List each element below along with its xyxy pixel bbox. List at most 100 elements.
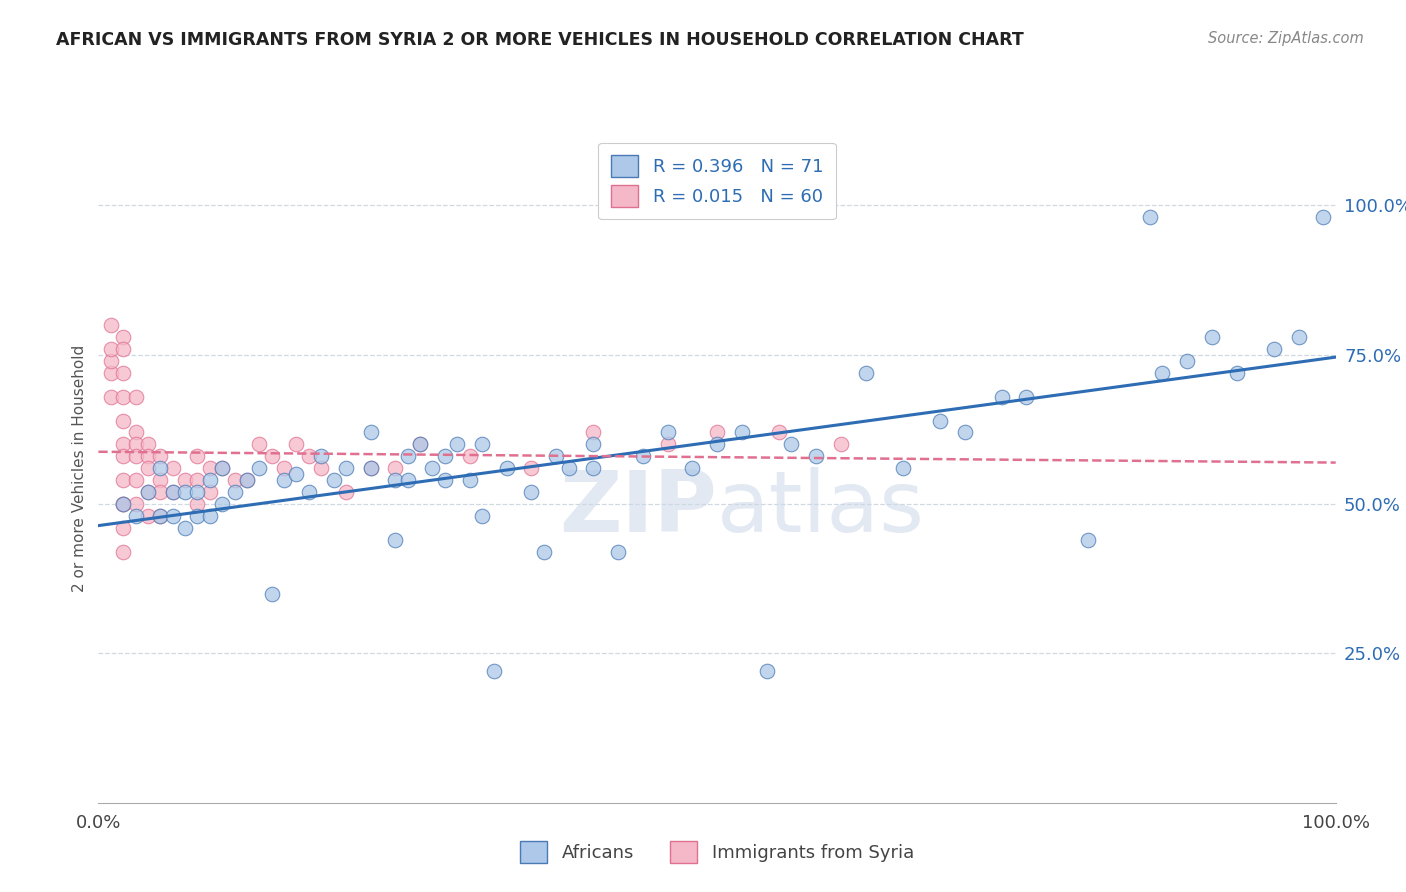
Point [557,461,579,475]
Point [100,366,122,380]
Point [471,509,494,524]
Point [830,437,852,451]
Point [186,450,208,464]
Legend: Africans, Immigrants from Syria: Africans, Immigrants from Syria [509,830,925,874]
Point [186,497,208,511]
Text: AFRICAN VS IMMIGRANTS FROM SYRIA 2 OR MORE VEHICLES IN HOUSEHOLD CORRELATION CHA: AFRICAN VS IMMIGRANTS FROM SYRIA 2 OR MO… [56,31,1024,49]
Point [446,437,468,451]
Point [1201,330,1223,344]
Point [224,473,246,487]
Point [1152,366,1174,380]
Point [136,509,159,524]
Point [112,473,135,487]
Point [1015,390,1038,404]
Point [804,450,827,464]
Point [149,485,172,500]
Point [755,665,778,679]
Point [298,450,321,464]
Point [990,390,1012,404]
Point [384,533,406,547]
Point [100,318,122,332]
Point [124,473,146,487]
Point [458,450,481,464]
Point [112,390,135,404]
Point [533,545,555,559]
Point [1312,211,1334,225]
Point [360,425,382,440]
Point [211,497,233,511]
Point [953,425,976,440]
Point [1288,330,1310,344]
Point [236,473,259,487]
Point [657,425,679,440]
Point [384,473,406,487]
Point [495,461,517,475]
Point [260,587,283,601]
Point [309,461,332,475]
Point [1263,342,1285,356]
Point [100,390,122,404]
Point [149,473,172,487]
Point [273,461,295,475]
Point [198,461,221,475]
Point [657,437,679,451]
Text: ZIP: ZIP [560,467,717,550]
Point [731,425,754,440]
Point [582,461,605,475]
Point [484,665,506,679]
Point [124,390,146,404]
Point [384,461,406,475]
Point [174,521,197,535]
Point [471,437,494,451]
Point [186,473,208,487]
Point [780,437,803,451]
Text: Source: ZipAtlas.com: Source: ZipAtlas.com [1208,31,1364,46]
Point [112,437,135,451]
Point [224,485,246,500]
Point [198,485,221,500]
Point [112,497,135,511]
Point [309,450,332,464]
Point [198,473,221,487]
Point [396,473,419,487]
Point [112,497,135,511]
Point [631,450,654,464]
Point [162,485,184,500]
Point [681,461,703,475]
Point [360,461,382,475]
Point [162,485,184,500]
Point [260,450,283,464]
Point [112,413,135,427]
Point [1077,533,1099,547]
Point [855,366,877,380]
Point [124,450,146,464]
Point [546,450,568,464]
Point [174,473,197,487]
Point [112,450,135,464]
Point [149,509,172,524]
Point [236,473,259,487]
Point [149,450,172,464]
Point [112,330,135,344]
Point [211,461,233,475]
Point [112,366,135,380]
Point [1226,366,1249,380]
Point [396,450,419,464]
Point [162,509,184,524]
Point [124,509,146,524]
Point [186,509,208,524]
Point [322,473,344,487]
Point [149,461,172,475]
Point [607,545,630,559]
Point [124,437,146,451]
Point [100,342,122,356]
Point [433,473,456,487]
Point [124,425,146,440]
Point [285,467,308,482]
Point [433,450,456,464]
Point [100,353,122,368]
Point [112,521,135,535]
Point [112,342,135,356]
Text: atlas: atlas [717,467,925,550]
Point [335,485,357,500]
